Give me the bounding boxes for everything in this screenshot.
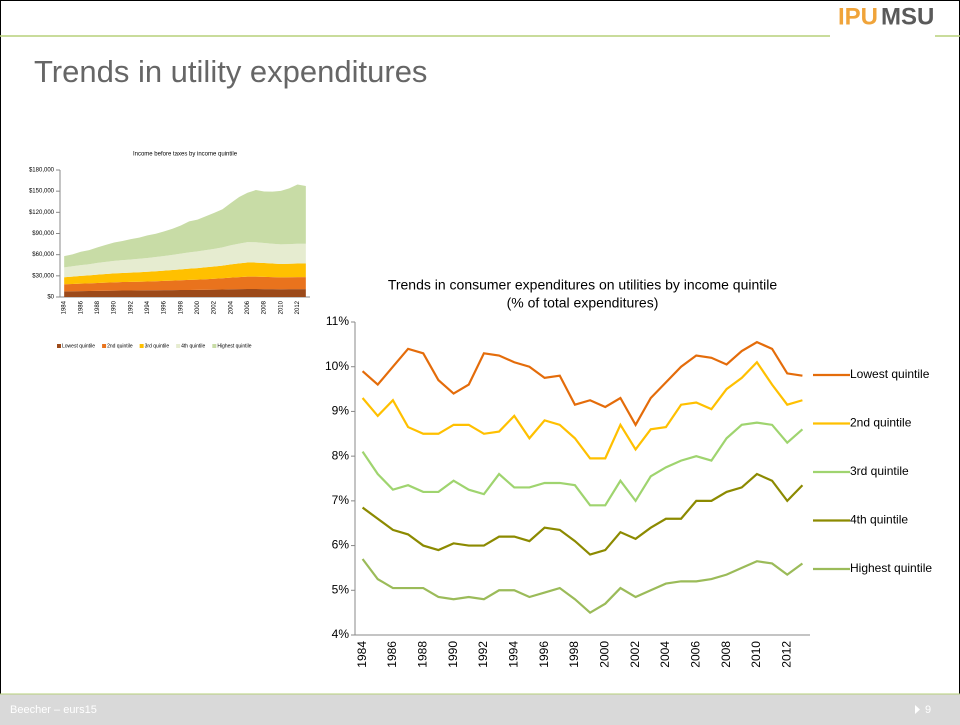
y-tick-label: $30,000 xyxy=(32,273,54,279)
legend-swatch xyxy=(176,344,181,348)
x-tick-label: 1996 xyxy=(537,641,551,668)
logo-msu: MSU xyxy=(881,3,934,30)
x-tick-label: 2002 xyxy=(628,641,642,668)
x-tick-label: 2008 xyxy=(262,300,268,314)
area xyxy=(64,242,306,278)
x-tick-label: 2012 xyxy=(295,300,301,314)
x-tick-label: 2000 xyxy=(597,641,611,668)
x-tick-label: 2004 xyxy=(658,641,672,668)
chart-title: Income before taxes by income quintile xyxy=(133,152,238,158)
x-tick-label: 2010 xyxy=(278,300,284,314)
x-tick-label: 2012 xyxy=(779,641,793,668)
x-tick-label: 1984 xyxy=(355,641,369,668)
y-tick-label: 10% xyxy=(325,359,349,373)
x-tick-label: 1992 xyxy=(128,300,134,314)
logo-ipu: IPU xyxy=(838,3,878,30)
legend-label: 4th quintile xyxy=(850,513,908,527)
x-tick-label: 2002 xyxy=(212,300,218,314)
x-tick-label: 1986 xyxy=(78,300,84,314)
page-arrow xyxy=(915,705,920,714)
chart-subtitle: (% of total expenditures) xyxy=(507,295,659,311)
legend-label: 4th quintile xyxy=(181,343,205,349)
legend-swatch xyxy=(102,344,107,348)
y-tick-label: $150,000 xyxy=(29,189,55,195)
legend-label: Highest quintile xyxy=(217,343,251,349)
y-tick-label: 11% xyxy=(326,314,349,328)
x-tick-label: 1988 xyxy=(95,300,101,314)
line xyxy=(361,340,803,428)
legend-label: 3rd quintile xyxy=(850,464,909,478)
y-tick-label: 6% xyxy=(332,538,350,552)
y-tick-label: 9% xyxy=(332,404,350,418)
x-tick-label: 1994 xyxy=(506,641,520,668)
x-tick-label: 1986 xyxy=(385,641,399,668)
y-tick-label: $120,000 xyxy=(29,210,55,216)
legend-swatch xyxy=(212,344,217,348)
legend-label: 2nd quintile xyxy=(107,343,133,349)
x-tick-label: 1998 xyxy=(567,641,581,668)
y-tick-label: $90,000 xyxy=(32,231,54,237)
x-tick-label: 2008 xyxy=(719,641,733,668)
footer-text: Beecher – eurs15 xyxy=(10,704,97,716)
legend-swatch xyxy=(139,344,144,348)
x-tick-label: 1992 xyxy=(476,641,490,668)
page-number: 9 xyxy=(925,704,931,716)
x-tick-label: 2006 xyxy=(688,641,702,668)
y-tick-label: 5% xyxy=(332,582,350,596)
chart-title: Trends in consumer expenditures on utili… xyxy=(388,277,778,293)
area xyxy=(64,184,306,268)
line xyxy=(361,558,804,614)
x-tick-label: 1994 xyxy=(145,300,151,314)
footer-bar xyxy=(0,694,960,725)
x-tick-label: 1990 xyxy=(446,641,460,668)
x-tick-label: 2010 xyxy=(749,641,763,668)
x-tick-label: 1984 xyxy=(62,300,68,314)
area xyxy=(64,276,306,292)
legend-label: 3rd quintile xyxy=(145,343,170,349)
legend-label: 2nd quintile xyxy=(850,416,912,430)
line xyxy=(361,421,804,507)
x-tick-label: 1988 xyxy=(415,641,429,668)
line xyxy=(361,472,804,556)
legend-swatch xyxy=(57,344,61,348)
area xyxy=(64,288,306,297)
legend-label: Lowest quintile xyxy=(62,343,95,349)
legend-label: Highest quintile xyxy=(850,561,932,575)
x-tick-label: 1996 xyxy=(162,300,168,314)
x-tick-label: 2000 xyxy=(195,300,201,314)
y-tick-label: 7% xyxy=(332,493,350,507)
legend-label: Lowest quintile xyxy=(850,367,930,381)
x-tick-label: 2006 xyxy=(245,300,251,314)
x-tick-label: 1998 xyxy=(178,300,184,314)
area xyxy=(64,262,306,285)
y-tick-label: $0 xyxy=(47,295,54,301)
y-tick-label: $180,000 xyxy=(29,168,55,174)
line xyxy=(361,360,803,460)
y-tick-label: $60,000 xyxy=(32,252,54,258)
x-tick-label: 2004 xyxy=(228,300,234,314)
slide-title: Trends in utility expenditures xyxy=(34,54,427,89)
y-tick-label: 4% xyxy=(332,627,350,641)
y-tick-label: 8% xyxy=(332,448,350,462)
x-tick-label: 1990 xyxy=(112,300,118,314)
